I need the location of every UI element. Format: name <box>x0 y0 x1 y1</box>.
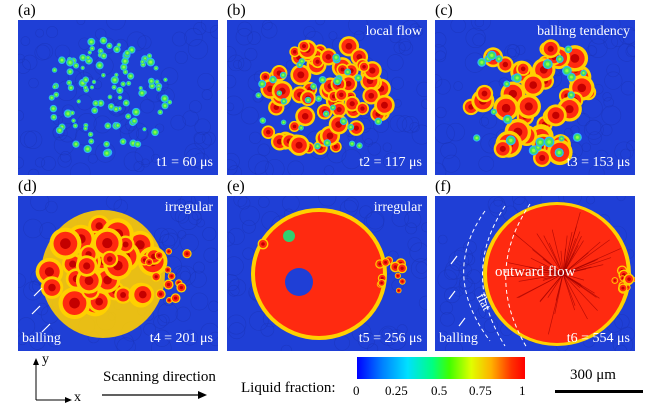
panel-f-note: outward flow <box>495 264 576 280</box>
panel-a-field <box>18 20 218 175</box>
panel-b-field <box>227 20 427 175</box>
panel-a: t1 = 60 μs <box>18 20 218 175</box>
panel-b-label: (b) <box>227 2 246 19</box>
legend-tick-4: 1 <box>519 383 526 398</box>
panel-e: irregular t5 = 256 μs <box>227 196 427 351</box>
panel-a-label: (a) <box>18 2 36 19</box>
colorbar <box>357 357 525 379</box>
scanning-direction-label: Scanning direction <box>103 369 216 385</box>
legend-title: Liquid fraction: <box>241 380 336 396</box>
scalebar <box>555 390 643 393</box>
panel-f-label: (f) <box>435 178 451 195</box>
panel-c-field <box>435 20 635 175</box>
panel-d-note2: balling <box>22 331 61 346</box>
panel-f-field <box>437 196 635 351</box>
panel-d-note: irregular <box>164 200 213 215</box>
axis-x-label: x <box>74 390 81 405</box>
panel-b: local flow t2 = 117 μs <box>227 20 427 175</box>
panel-c-time: t3 = 153 μs <box>566 155 630 170</box>
panel-d-field <box>18 196 218 351</box>
panel-f-note2: balling <box>439 331 478 346</box>
legend-tick-3: 0.75 <box>469 383 492 398</box>
axes-icon <box>33 358 72 403</box>
panel-d-label: (d) <box>18 178 37 195</box>
axis-y-label: y <box>42 352 49 367</box>
legend-tick-1: 0.25 <box>385 383 408 398</box>
legend-tick-0: 0 <box>353 383 360 398</box>
scanning-arrow-icon <box>102 391 207 399</box>
panel-c: balling tendency t3 = 153 μs <box>435 20 635 175</box>
panel-c-note: balling tendency <box>537 24 630 39</box>
panel-e-label: (e) <box>227 178 245 195</box>
panel-f-time: t6 = 554 μs <box>566 331 630 346</box>
panel-c-label: (c) <box>435 2 453 19</box>
panel-d-time: t4 = 201 μs <box>149 331 213 346</box>
panel-f: outward flow flat balling t6 = 554 μs <box>435 196 635 351</box>
panel-b-note: local flow <box>365 24 422 39</box>
panel-e-field <box>227 196 427 351</box>
scalebar-label: 300 μm <box>570 367 616 383</box>
panel-d: irregular balling t4 = 201 μs <box>18 196 218 351</box>
panel-e-time: t5 = 256 μs <box>358 331 422 346</box>
panel-e-note: irregular <box>373 200 422 215</box>
panel-b-time: t2 = 117 μs <box>359 155 422 170</box>
legend-tick-2: 0.5 <box>431 383 448 398</box>
panel-a-time: t1 = 60 μs <box>156 155 213 170</box>
